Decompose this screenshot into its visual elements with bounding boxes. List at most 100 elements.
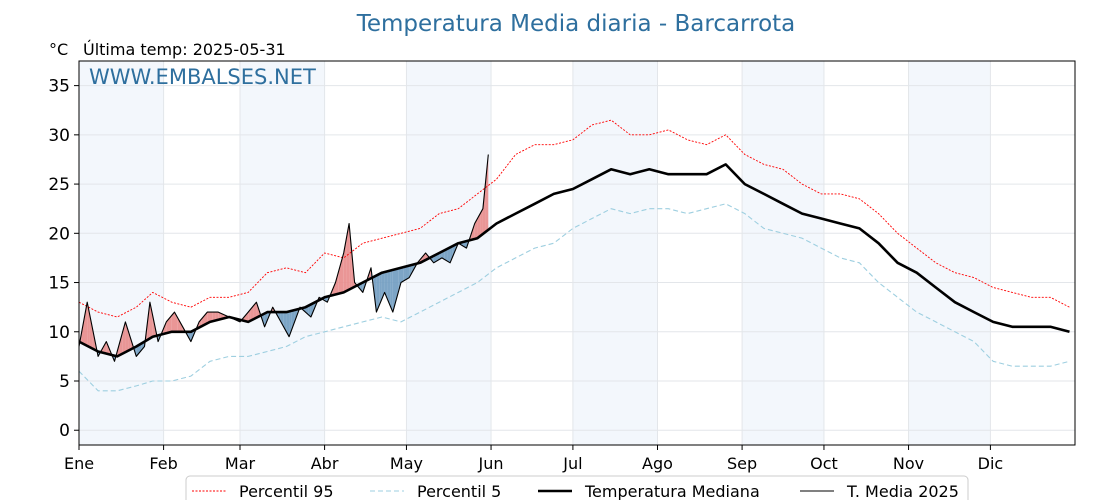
- anomaly-fill: [278, 312, 281, 322]
- anomaly-fill: [384, 271, 388, 299]
- anomaly-fill: [215, 312, 219, 321]
- unit-label: °C: [49, 40, 68, 59]
- anomaly-fill: [381, 272, 385, 299]
- anomaly-fill: [171, 312, 175, 332]
- anomaly-fill: [169, 315, 172, 333]
- anomaly-fill: [406, 265, 410, 280]
- anomaly-fill: [401, 267, 404, 283]
- x-tick-label: Nov: [893, 454, 924, 473]
- month-band: [239, 61, 325, 445]
- month-band: [79, 61, 164, 445]
- x-tick-label: Sep: [727, 454, 757, 473]
- anomaly-fill: [84, 302, 88, 346]
- anomaly-fill: [409, 265, 412, 278]
- x-tick-label: Oct: [810, 454, 838, 473]
- anomaly-fill: [291, 310, 295, 330]
- y-tick-label: 0: [59, 421, 70, 441]
- anomaly-fill: [253, 302, 257, 320]
- anomaly-fill: [335, 272, 339, 295]
- x-tick-label: Ene: [64, 454, 94, 473]
- anomaly-fill: [379, 272, 382, 306]
- anomaly-fill: [188, 331, 191, 342]
- watermark: WWW.EMBALSES.NET: [89, 65, 316, 89]
- y-tick-label: 15: [48, 274, 70, 294]
- anomaly-fill: [349, 223, 352, 290]
- last-temp-label: Última temp: 2025-05-31: [83, 40, 286, 59]
- x-tick-label: Dic: [978, 454, 1004, 473]
- y-tick-label: 35: [48, 77, 70, 97]
- anomaly-fill: [119, 331, 123, 355]
- legend-entry: Temperatura Mediana: [538, 482, 760, 501]
- anomaly-fill: [103, 341, 107, 354]
- anomaly-fill: [166, 318, 169, 334]
- plot-frame: [78, 60, 1076, 446]
- x-tick-label: May: [390, 454, 423, 473]
- anomaly-fill: [128, 330, 131, 351]
- anomaly-fill: [149, 302, 153, 339]
- anomaly-fill: [482, 181, 486, 234]
- legend-label: Percentil 95: [239, 482, 334, 500]
- series-line-percentil-95: [78, 119, 1070, 318]
- y-tick-label: 20: [48, 224, 70, 244]
- legend-label: Temperatura Mediana: [584, 482, 760, 500]
- legend-entry: Percentil 95: [192, 482, 334, 501]
- anomaly-fill: [256, 302, 260, 318]
- anomaly-fill: [89, 315, 93, 349]
- anomaly-fill: [81, 317, 85, 345]
- anomaly-fill: [212, 312, 216, 322]
- anomaly-fill: [471, 223, 475, 240]
- legend-label: Percentil 5: [417, 482, 501, 500]
- anomaly-fill: [310, 302, 314, 317]
- anomaly-fill: [346, 223, 350, 291]
- anomaly-fill: [341, 253, 344, 294]
- month-band: [908, 61, 991, 445]
- anomaly-fill: [264, 312, 268, 327]
- y-tick-label: 30: [48, 126, 70, 146]
- legend-entry: T. Media 2025: [800, 482, 959, 501]
- legend-label: T. Media 2025: [846, 482, 959, 500]
- anomaly-fill: [174, 312, 178, 332]
- anomaly-fill: [390, 269, 393, 313]
- y-tick-label: 10: [48, 323, 70, 343]
- anomaly-fill: [283, 312, 287, 332]
- anomaly-fill: [450, 246, 453, 263]
- anomaly-fill: [447, 247, 451, 263]
- anomaly-fill: [403, 266, 407, 281]
- anomaly-fill: [480, 208, 483, 237]
- y-tick-label: 5: [59, 372, 70, 392]
- anomaly-fill: [308, 304, 311, 317]
- legend-entry: Percentil 5: [370, 482, 501, 501]
- anomaly-fill: [332, 282, 336, 296]
- series-line-t-media-2025: [78, 154, 489, 362]
- anomaly-fill: [210, 312, 213, 322]
- anomaly-fill: [392, 269, 396, 313]
- month-band: [572, 61, 658, 445]
- x-tick-label: Jul: [562, 454, 582, 473]
- anomaly-fill: [398, 267, 401, 293]
- anomaly-fill: [286, 311, 290, 337]
- legend: Percentil 95 Percentil 5 Temperatura Media…: [185, 475, 969, 504]
- x-tick-label: Feb: [149, 454, 177, 473]
- anomaly-fill: [207, 312, 210, 324]
- anomaly-fill: [106, 341, 109, 355]
- x-tick-label: Abr: [311, 454, 339, 473]
- plot-area: 0 5 10 15 20 25 30 35 Ene Feb Mar Abr May Jun Jul Ago Se…: [48, 60, 1076, 473]
- month-band: [742, 61, 824, 445]
- anomaly-fill: [250, 305, 254, 321]
- x-tick-label: Mar: [225, 454, 256, 473]
- legend-box: [185, 475, 969, 504]
- x-tick-label: Ago: [642, 454, 673, 473]
- anomaly-fill: [477, 213, 481, 239]
- anomaly-fill: [376, 274, 380, 313]
- x-tick-label: Jun: [478, 454, 504, 473]
- anomaly-fill: [444, 248, 448, 262]
- anomaly-fill: [474, 218, 478, 239]
- series-line-percentil-5: [78, 203, 1070, 392]
- y-tick-label: 25: [48, 175, 70, 195]
- anomaly-fill: [387, 270, 391, 306]
- chart-title: Temperatura Media diaria - Barcarrota: [356, 11, 796, 37]
- anomaly-fill: [218, 312, 221, 320]
- anomaly-fill: [485, 154, 489, 232]
